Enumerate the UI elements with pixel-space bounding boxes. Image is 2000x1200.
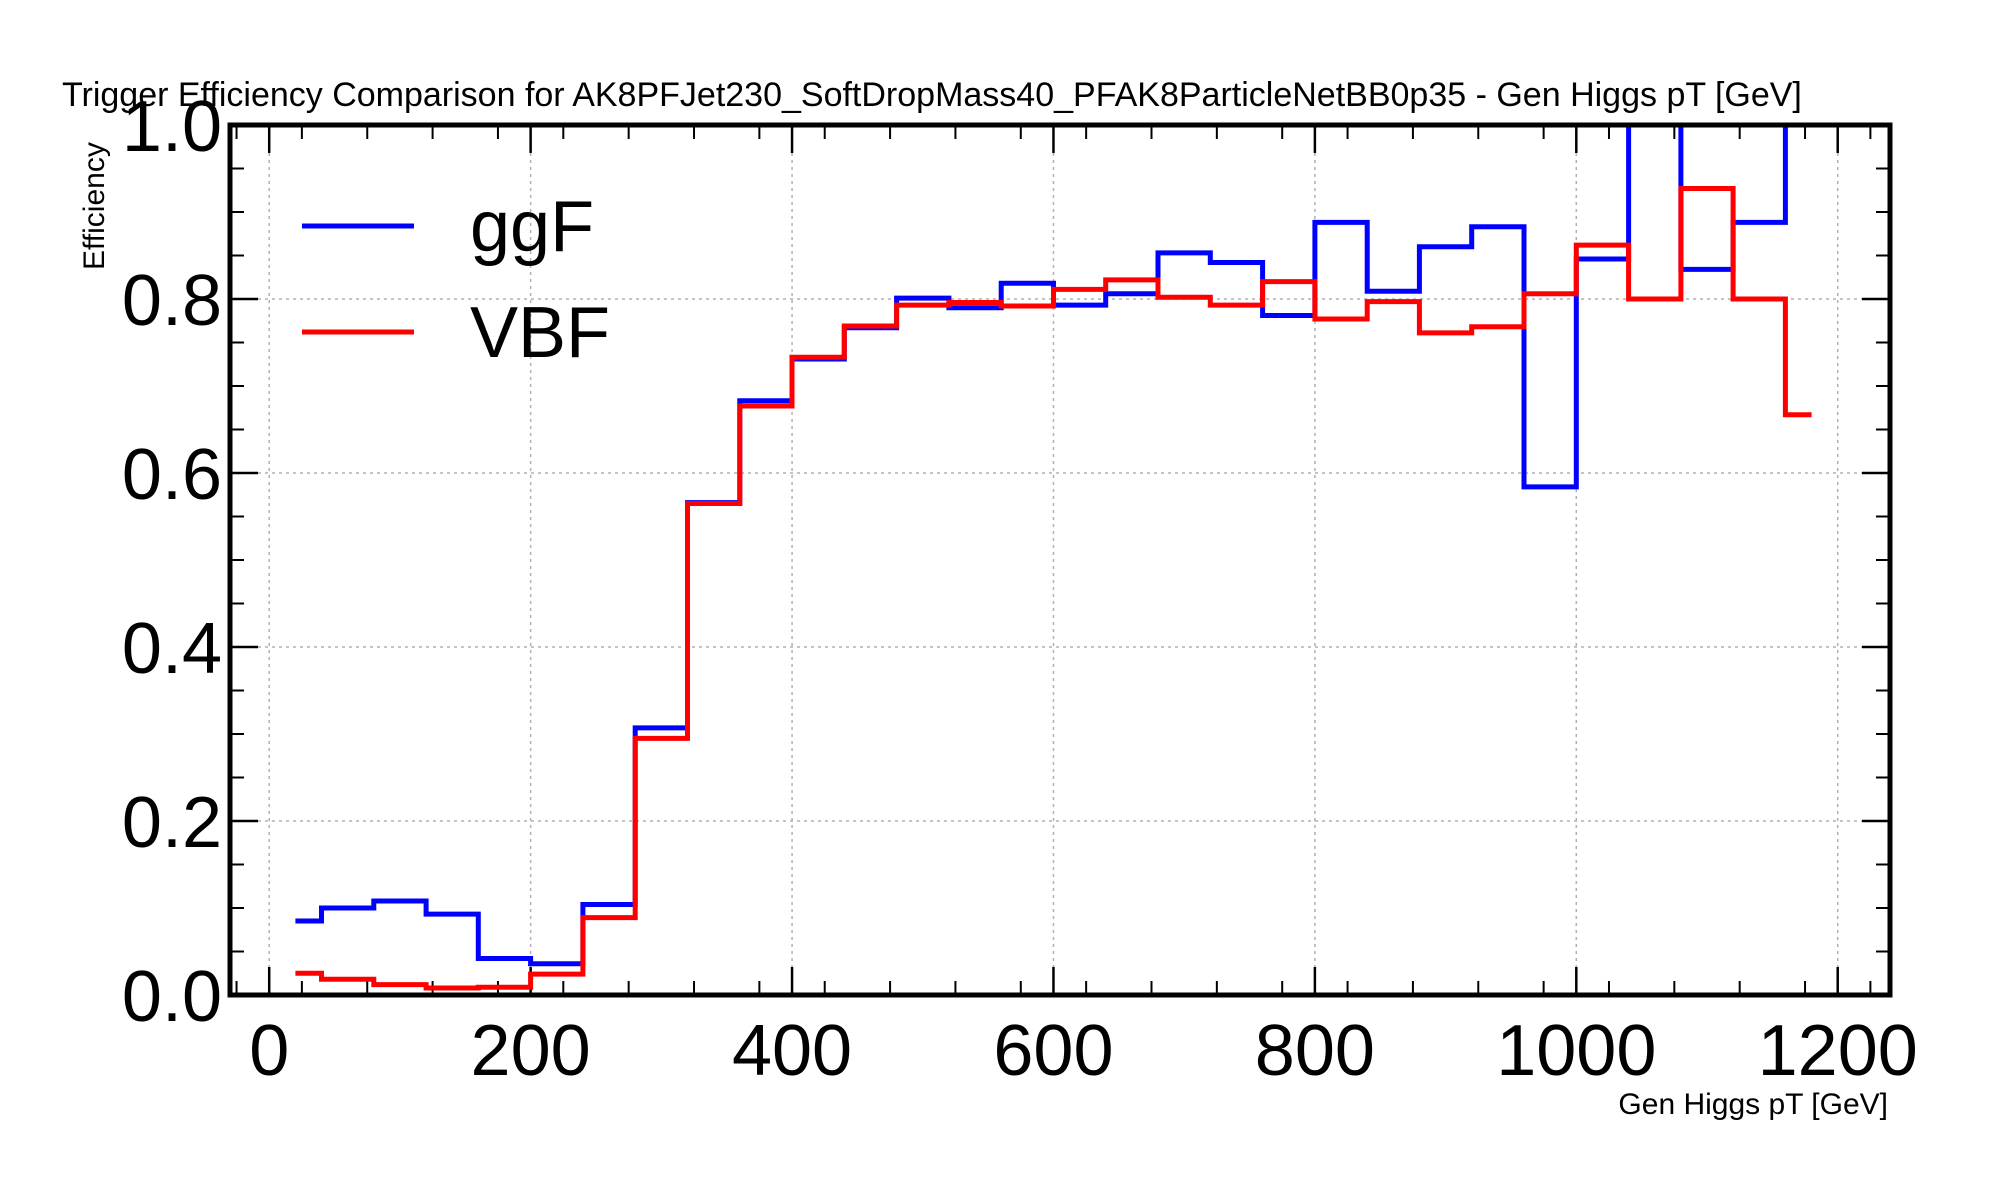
x-tick-labels: 0 200 400 600 800 1000 1200 [249,1011,1918,1091]
legend: ggF VBF [302,187,610,373]
x-tick-label: 1200 [1758,1011,1918,1091]
y-tick-label: 0.2 [122,783,222,863]
y-tick-label: 0.8 [122,261,222,341]
x-axis-label: Gen Higgs pT [GeV] [1618,1088,1888,1121]
series-line-vbf [295,186,1812,991]
y-tick-label: 0.0 [122,957,222,1037]
y-tick-labels: 0.0 0.2 0.4 0.6 0.8 1.0 [122,87,222,1037]
series-layer [295,125,1812,991]
legend-label-ggf: ggF [470,187,594,267]
y-axis-label: Efficiency [78,142,111,270]
plot-frame [227,122,1893,998]
x-tick-label: 200 [471,1011,591,1091]
y-tick-label: 0.6 [122,435,222,515]
x-tick-label: 800 [1255,1011,1375,1091]
x-tick-label: 400 [732,1011,852,1091]
y-tick-label: 0.4 [122,609,222,689]
x-tick-label: 0 [249,1011,289,1091]
x-tick-label: 600 [993,1011,1113,1091]
grid [230,125,1890,995]
y-tick-label: 1.0 [122,87,222,167]
x-tick-label: 1000 [1496,1011,1656,1091]
legend-label-vbf: VBF [470,293,610,373]
chart-title: Trigger Efficiency Comparison for AK8PFJ… [62,76,1802,114]
